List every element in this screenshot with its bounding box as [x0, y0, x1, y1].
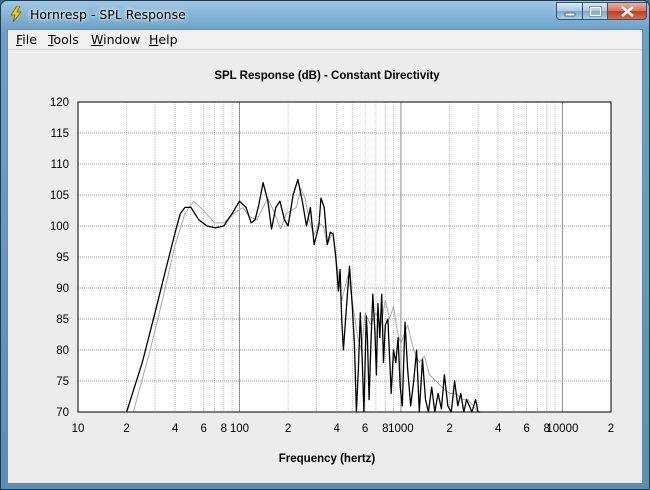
- y-tick-label: 70: [56, 407, 69, 419]
- spl-chart: SPL Response (dB) - Constant Directivity…: [50, 70, 615, 465]
- x-tick-label: 8: [382, 423, 388, 435]
- series-line-0: [125, 178, 481, 413]
- x-tick-label: 4: [333, 423, 340, 435]
- x-tick-label: 6: [362, 423, 368, 435]
- plot-panel: SPL Response (dB) - Constant Directivity…: [8, 50, 642, 483]
- y-tick-label: 85: [56, 314, 69, 326]
- x-tick-label: 4: [172, 423, 179, 435]
- y-tick-label: 75: [56, 376, 69, 388]
- title-bar[interactable]: Hornresp - SPL Response: [1, 1, 649, 29]
- menu-help[interactable]: Help: [149, 32, 178, 47]
- y-tick-labels: 70 75 80 85 90 95 100 105 110 115 120: [50, 97, 69, 419]
- menu-bar: File Tools Window Help: [8, 30, 642, 50]
- x-tick-label: 10: [72, 423, 85, 435]
- x-tick-label: 6: [523, 423, 529, 435]
- y-tick-label: 80: [56, 345, 69, 357]
- x-tick-label: 100: [230, 423, 249, 435]
- chart-title: SPL Response (dB) - Constant Directivity: [214, 70, 440, 82]
- y-tick-label: 115: [51, 128, 69, 140]
- menu-tools[interactable]: Tools: [48, 32, 79, 47]
- minimize-icon: [564, 12, 576, 17]
- x-axis-label: Frequency (hertz): [279, 453, 376, 465]
- x-tick-label: 8: [544, 423, 550, 435]
- plot-border: [77, 101, 612, 413]
- y-tick-label: 120: [50, 97, 69, 109]
- menu-window[interactable]: Window: [91, 32, 141, 47]
- x-tick-label: 2: [446, 423, 452, 435]
- menu-file[interactable]: File: [16, 32, 37, 47]
- x-tick-label: 2: [285, 423, 291, 435]
- data-series: [125, 178, 481, 413]
- x-tick-label: 8: [221, 423, 227, 435]
- y-tick-label: 95: [56, 252, 69, 264]
- y-tick-label: 105: [50, 190, 69, 202]
- x-tick-label: 10000: [546, 423, 578, 435]
- close-icon: [621, 5, 634, 18]
- maximize-icon: [589, 6, 602, 17]
- y-tick-label: 100: [50, 221, 69, 233]
- y-tick-label: 90: [56, 283, 69, 295]
- x-tick-label: 6: [200, 423, 206, 435]
- close-button[interactable]: [607, 2, 647, 20]
- x-tick-label: 2: [608, 423, 614, 435]
- x-tick-label: 2: [123, 423, 129, 435]
- minimize-button[interactable]: [556, 2, 583, 20]
- lightning-icon: [10, 6, 22, 22]
- x-tick-label: 1000: [388, 423, 414, 435]
- client-area: File Tools Window Help SPL Response (dB)…: [7, 29, 643, 484]
- maximize-button[interactable]: [582, 2, 608, 20]
- window-title: Hornresp - SPL Response: [30, 7, 186, 22]
- y-tick-label: 110: [51, 159, 69, 171]
- x-tick-label: 4: [495, 423, 502, 435]
